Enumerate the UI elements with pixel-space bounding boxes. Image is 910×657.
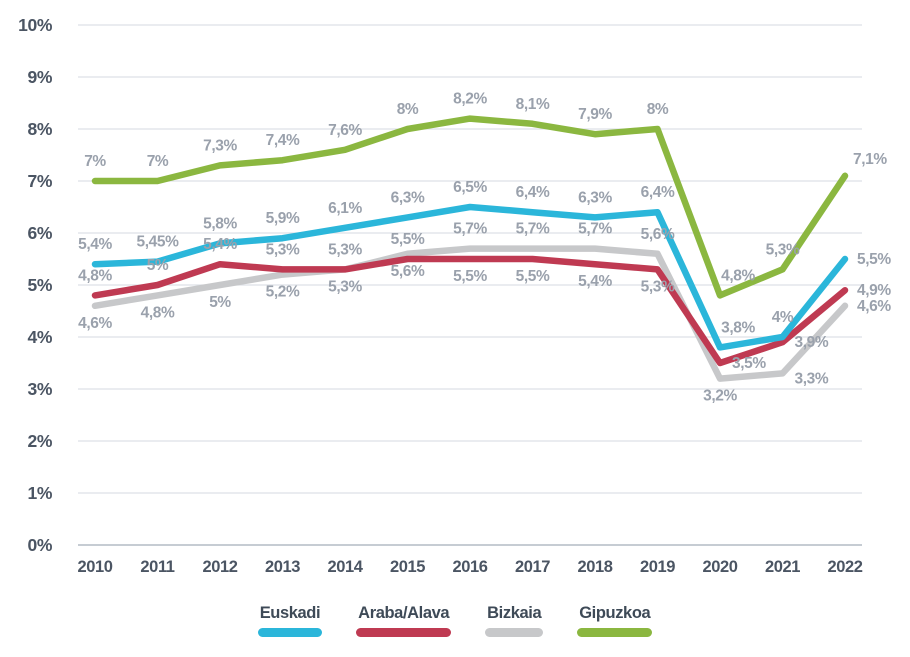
data-label: 4,9% xyxy=(857,282,891,299)
data-label: 7,9% xyxy=(578,106,612,123)
data-label: 5,3% xyxy=(328,241,362,258)
data-label: 5,5% xyxy=(857,251,891,268)
data-label: 6,1% xyxy=(328,200,362,217)
y-axis-label: 1% xyxy=(28,483,53,503)
x-axis-label: 2019 xyxy=(640,558,675,576)
series-line-gipuzkoa xyxy=(91,115,849,299)
data-label: 7% xyxy=(147,153,169,170)
y-axis-label: 10% xyxy=(18,15,53,35)
x-axis-label: 2010 xyxy=(77,558,112,576)
data-label: 5,2% xyxy=(266,284,300,301)
data-label: 5,3% xyxy=(266,241,300,258)
data-label: 3,2% xyxy=(703,388,737,405)
data-label: 5,7% xyxy=(578,221,612,238)
data-label: 5,5% xyxy=(391,231,425,248)
data-label: 5,7% xyxy=(453,221,487,238)
data-label: 5% xyxy=(209,294,231,311)
series-line-araba-alava xyxy=(91,255,849,367)
data-label: 5,45% xyxy=(137,234,180,251)
data-label: 6,3% xyxy=(391,189,425,206)
data-label: 3,8% xyxy=(721,319,755,336)
data-label: 6,4% xyxy=(516,184,550,201)
legend-item-euskadi[interactable]: Euskadi xyxy=(257,604,323,637)
data-label: 5,6% xyxy=(391,263,425,280)
x-axis-label: 2014 xyxy=(327,558,363,576)
data-label: 3,3% xyxy=(795,370,829,387)
data-label: 4,8% xyxy=(721,267,755,284)
x-axis-label: 2013 xyxy=(265,558,300,576)
y-axis-label: 2% xyxy=(28,431,53,451)
data-label: 7,3% xyxy=(203,137,237,154)
x-axis-label: 2018 xyxy=(577,558,612,576)
legend-item-bizkaia[interactable]: Bizkaia xyxy=(485,604,544,637)
series-line-bizkaia xyxy=(91,245,849,382)
data-label: 4,8% xyxy=(141,304,175,321)
x-axis-label: 2011 xyxy=(140,558,174,576)
x-axis-label: 2020 xyxy=(702,558,737,576)
data-label: 5,5% xyxy=(516,268,550,285)
data-label: 3,9% xyxy=(795,334,829,351)
legend-swatch xyxy=(257,628,323,637)
legend-swatch xyxy=(577,628,653,637)
y-axis-label: 0% xyxy=(28,535,53,555)
legend-swatch xyxy=(356,628,452,637)
data-label: 8% xyxy=(647,101,669,118)
legend-item-gipuzkoa[interactable]: Gipuzkoa xyxy=(577,604,653,637)
legend-label: Gipuzkoa xyxy=(579,604,651,622)
chart-legend: Euskadi Araba/Alava Bizkaia Gipuzkoa xyxy=(0,604,910,637)
data-label: 4,6% xyxy=(78,315,112,332)
data-label: 3,5% xyxy=(732,355,766,372)
data-label: 7,4% xyxy=(266,132,300,149)
data-label: 5,6% xyxy=(641,226,675,243)
x-axis-label: 2016 xyxy=(452,558,487,576)
y-axis-label: 4% xyxy=(28,327,53,347)
x-axis-label: 2015 xyxy=(390,558,425,576)
data-label: 5,4% xyxy=(203,236,237,253)
data-label: 7% xyxy=(84,153,106,170)
y-axis-label: 9% xyxy=(28,67,53,87)
data-label: 4,6% xyxy=(857,298,891,315)
legend-swatch xyxy=(485,628,544,637)
data-label: 5,9% xyxy=(266,210,300,227)
y-axis-label: 6% xyxy=(28,223,53,243)
data-label: 5% xyxy=(147,257,169,274)
data-label: 4,8% xyxy=(78,267,112,284)
data-label: 5,3% xyxy=(766,241,800,258)
y-axis-label: 3% xyxy=(28,379,53,399)
x-axis-label: 2021 xyxy=(765,558,800,576)
data-label: 6,4% xyxy=(641,184,675,201)
legend-label: Araba/Alava xyxy=(358,604,450,622)
x-axis-label: 2022 xyxy=(827,558,862,576)
legend-item-araba-alava[interactable]: Araba/Alava xyxy=(356,604,452,637)
x-axis-label: 2012 xyxy=(202,558,237,576)
data-label: 6,3% xyxy=(578,189,612,206)
legend-label: Euskadi xyxy=(259,604,321,622)
data-label: 7,6% xyxy=(328,122,362,139)
y-axis-label: 5% xyxy=(28,275,53,295)
y-axis-label: 8% xyxy=(28,119,53,139)
data-label: 8,2% xyxy=(453,91,487,108)
series-line-euskadi xyxy=(91,203,849,351)
x-axis-label: 2017 xyxy=(515,558,550,576)
data-label: 5,8% xyxy=(203,215,237,232)
data-label: 7,1% xyxy=(853,151,887,168)
data-label: 5,3% xyxy=(641,278,675,295)
data-label: 5,4% xyxy=(78,236,112,253)
data-label: 5,5% xyxy=(453,268,487,285)
data-label: 4% xyxy=(772,309,794,326)
y-axis-label: 7% xyxy=(28,171,53,191)
data-label: 6,5% xyxy=(453,179,487,196)
data-label: 8,1% xyxy=(516,96,550,113)
data-label: 5,7% xyxy=(516,221,550,238)
legend-label: Bizkaia xyxy=(487,604,542,622)
data-label: 5,3% xyxy=(328,278,362,295)
data-label: 8% xyxy=(397,101,419,118)
data-label: 5,4% xyxy=(578,273,612,290)
